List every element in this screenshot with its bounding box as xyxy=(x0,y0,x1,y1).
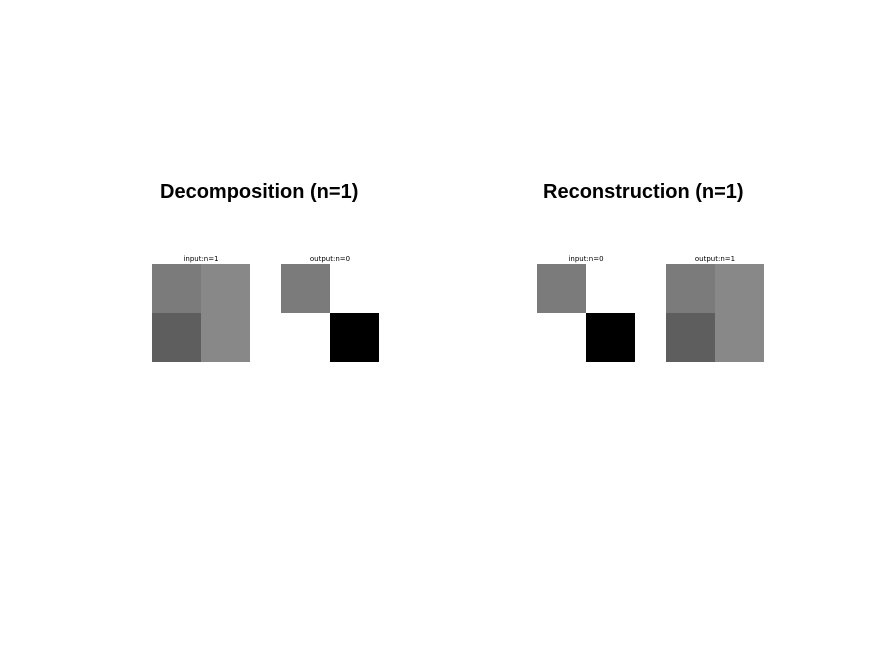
reconstruction-title: Reconstruction (n=1) xyxy=(543,181,744,203)
matrix-cell xyxy=(330,264,379,313)
reconstruction-input-label: input:n=0 xyxy=(568,255,604,263)
matrix-cell xyxy=(281,313,330,362)
matrix-cell xyxy=(537,264,586,313)
matrix-cell xyxy=(152,313,201,362)
decomposition-output-label: output:n=0 xyxy=(309,255,351,263)
matrix-cell xyxy=(152,264,201,313)
decomposition-input-label: input:n=1 xyxy=(183,255,219,263)
matrix-cell xyxy=(537,313,586,362)
matrix-cell xyxy=(666,264,715,313)
reconstruction-output-image xyxy=(666,264,764,362)
reconstruction-input-image xyxy=(537,264,635,362)
matrix-cell xyxy=(201,264,250,313)
matrix-cell xyxy=(330,313,379,362)
decomposition-output-image xyxy=(281,264,379,362)
matrix-cell xyxy=(715,313,764,362)
matrix-cell xyxy=(586,264,635,313)
decomposition-title: Decomposition (n=1) xyxy=(160,181,359,203)
matrix-cell xyxy=(666,313,715,362)
matrix-cell xyxy=(281,264,330,313)
matrix-cell xyxy=(586,313,635,362)
decomposition-input-image xyxy=(152,264,250,362)
matrix-cell xyxy=(715,264,764,313)
matrix-cell xyxy=(201,313,250,362)
reconstruction-output-label: output:n=1 xyxy=(694,255,736,263)
